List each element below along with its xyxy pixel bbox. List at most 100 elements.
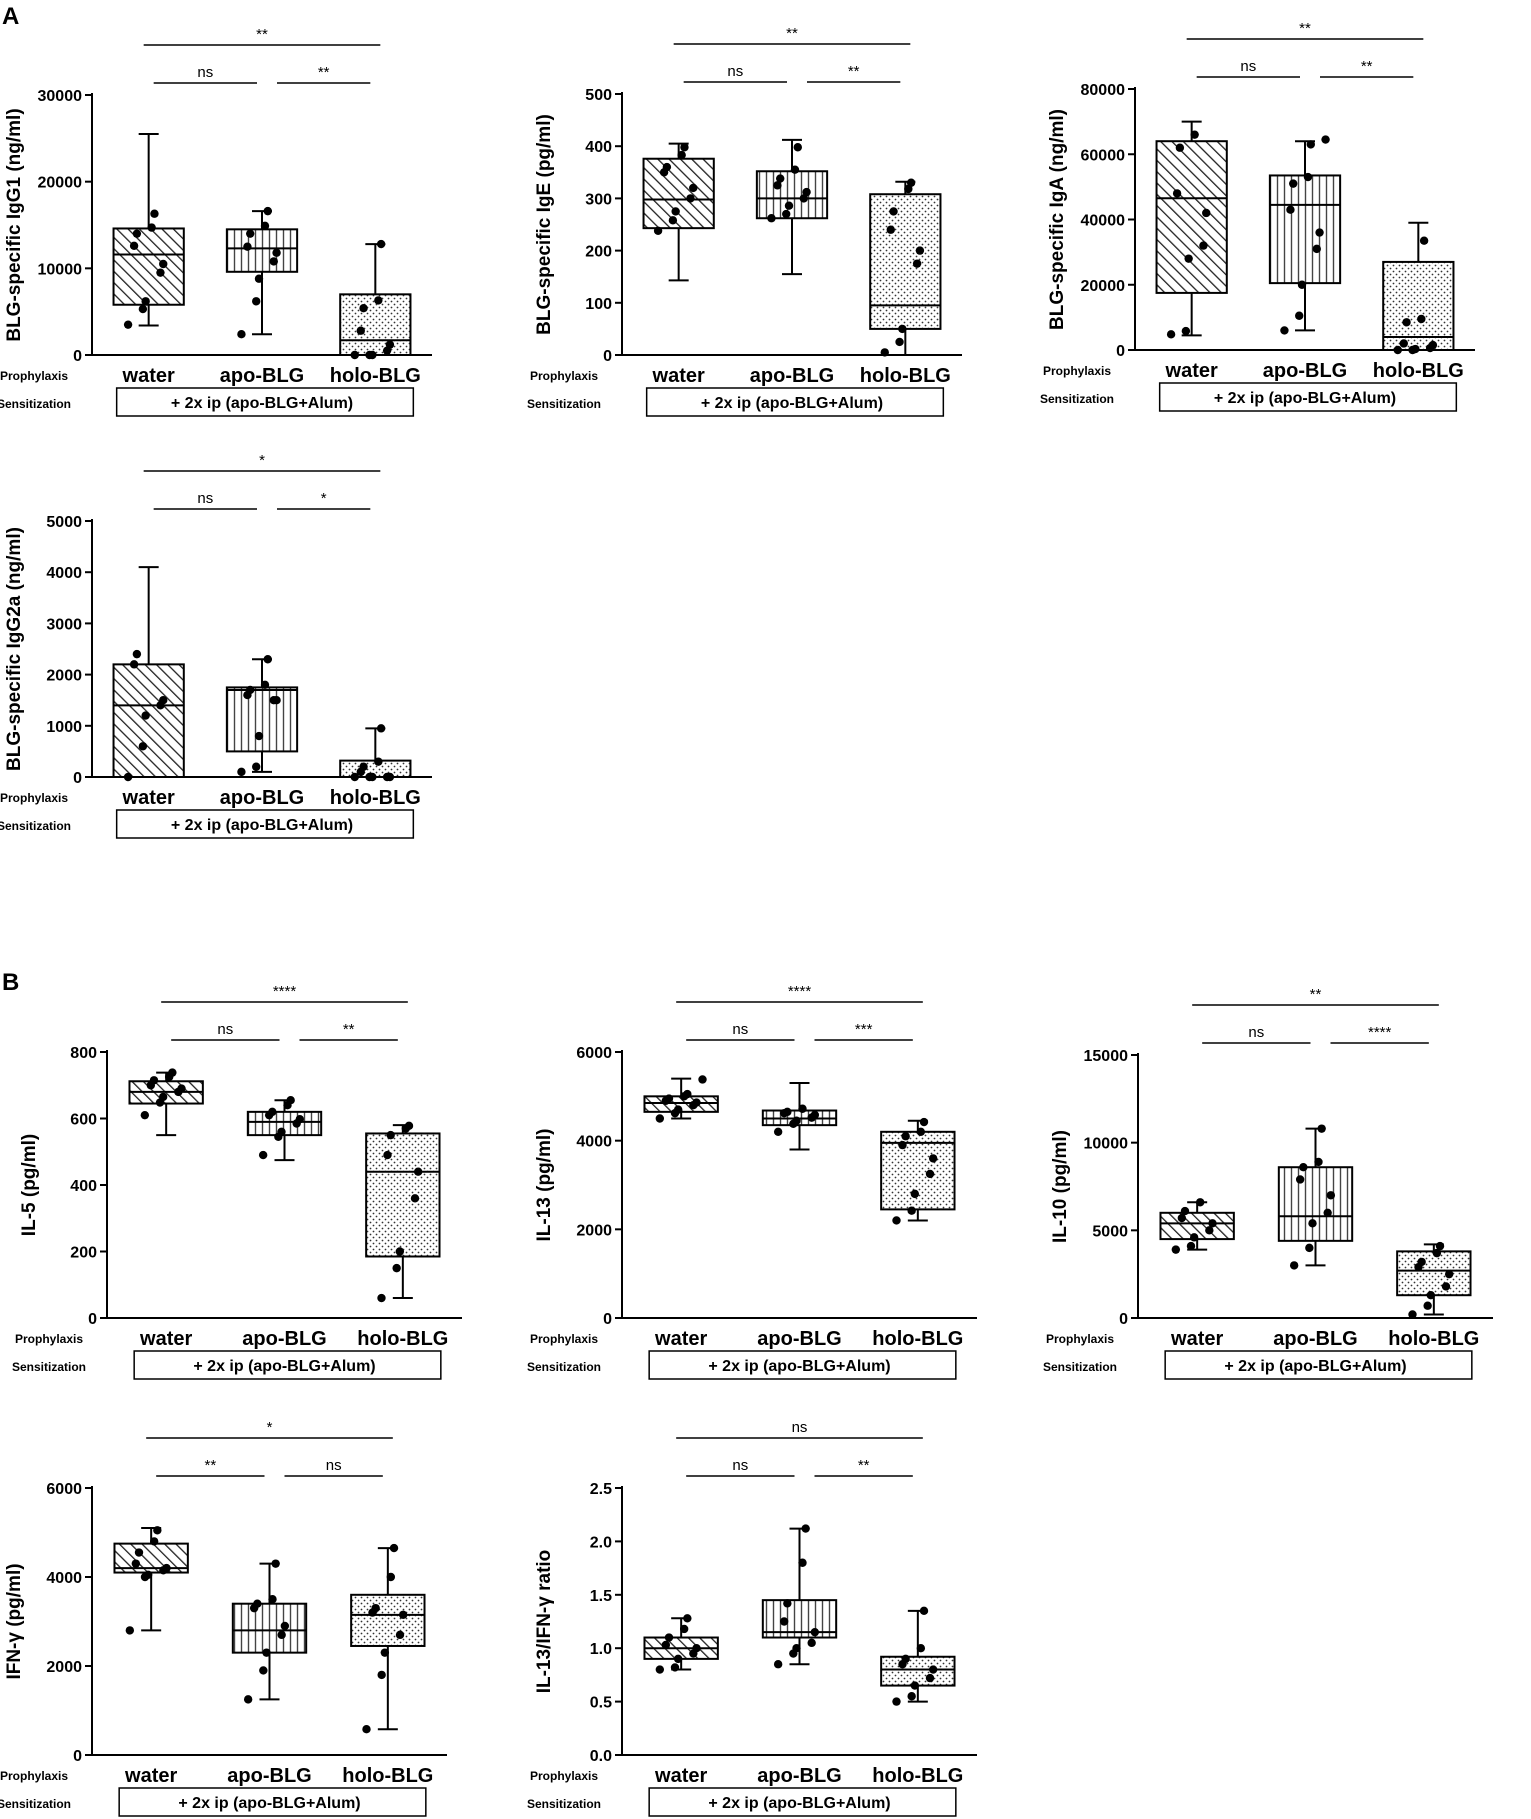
y-tick-label: 6000: [576, 1045, 612, 1062]
significance-label: ns: [217, 1021, 233, 1038]
chart-ratio: 0.0 0.5 1.0 1.5 2.0 2.5 IL-13/IFN-γ ratio ns ns *…: [527, 1419, 977, 1817]
data-point: [1202, 208, 1211, 218]
sensitization-box: [1164, 1350, 1473, 1380]
data-point: [1326, 1191, 1336, 1200]
data-point: [371, 1603, 380, 1613]
data-point: [1435, 1241, 1445, 1251]
x-tick-label: holo-BLG: [1373, 360, 1464, 382]
data-point: [252, 762, 261, 771]
x-tick-label: water: [652, 365, 705, 387]
box-iqr: [231, 1602, 308, 1654]
y-tick-label: 2000: [46, 668, 82, 685]
data-point: [1444, 1269, 1454, 1279]
data-point: [1205, 1226, 1214, 1235]
significance-label: ns: [197, 490, 213, 507]
y-tick-label: 1.5: [590, 1588, 612, 1605]
data-point: [383, 1150, 392, 1160]
data-point: [1321, 135, 1330, 144]
data-point: [692, 1098, 701, 1107]
data-point: [129, 241, 139, 250]
data-point: [1180, 1206, 1190, 1216]
data-point: [776, 174, 785, 183]
data-point: [177, 1084, 186, 1093]
y-axis-label: IL-10 (pg/ml): [1050, 1130, 1071, 1243]
box-water: [113, 1526, 189, 1635]
significance-label: **: [343, 1021, 355, 1038]
data-point: [910, 1681, 920, 1690]
y-tick-label: 2000: [576, 1222, 612, 1239]
data-point: [1295, 1175, 1305, 1184]
data-point: [1190, 130, 1199, 139]
prophylaxis-label: Prophylaxis: [0, 369, 68, 383]
data-point: [377, 1670, 386, 1680]
data-point: [799, 194, 808, 203]
x-tick-label: apo-BLG: [1263, 360, 1347, 382]
sensitization-label: Sensitization: [527, 397, 601, 411]
y-tick-label: 15000: [1084, 1048, 1129, 1065]
data-point: [886, 225, 895, 234]
x-tick-label: water: [1165, 360, 1218, 382]
y-tick-label: 10000: [38, 261, 83, 278]
data-point: [906, 178, 916, 187]
box-iqr: [642, 157, 715, 230]
x-tick-label: water: [1170, 1328, 1223, 1350]
box-iqr: [365, 1132, 441, 1258]
data-point: [263, 655, 272, 664]
prophylaxis-label: Prophylaxis: [1046, 1332, 1114, 1346]
chart-il10: 0 5000 10000 15000 IL-10 (pg/ml) ** ns **** Prop…: [1043, 986, 1493, 1380]
x-tick-label: apo-BLG: [1273, 1328, 1357, 1350]
data-point: [295, 1114, 305, 1124]
y-tick-label: 0: [603, 348, 612, 365]
data-point: [901, 1132, 910, 1141]
x-tick-label: holo-BLG: [330, 365, 421, 387]
data-point: [907, 1206, 916, 1215]
y-axis-label: IL-13 (pg/ml): [534, 1129, 555, 1242]
y-tick-label: 0: [603, 1311, 612, 1328]
data-point: [246, 229, 255, 238]
sensitization-text: + 2x ip (apo-BLG+Alum): [708, 1358, 890, 1375]
data-point: [410, 1194, 420, 1203]
data-point: [677, 150, 686, 160]
box-holo-BLG: [339, 239, 412, 360]
data-point: [916, 1127, 926, 1137]
significance-label: **: [318, 64, 330, 81]
data-point: [680, 143, 689, 152]
data-point: [1303, 172, 1313, 182]
y-tick-label: 1.0: [590, 1641, 612, 1658]
x-tick-label: water: [124, 1765, 177, 1787]
data-point: [131, 1559, 141, 1568]
data-point: [898, 324, 907, 334]
y-tick-label: 4000: [46, 1570, 82, 1587]
data-point: [686, 194, 695, 203]
x-tick-label: apo-BLG: [750, 365, 834, 387]
data-point: [377, 1293, 386, 1303]
data-point: [260, 221, 270, 231]
box-iqr: [880, 1655, 956, 1687]
box-holo-BLG: [880, 1117, 956, 1225]
data-point: [138, 304, 148, 314]
data-point: [1317, 1124, 1326, 1133]
data-point: [243, 1695, 253, 1704]
data-point: [689, 183, 698, 193]
data-point: [1181, 326, 1191, 336]
data-point: [1186, 1241, 1196, 1251]
significance-label: **: [1310, 986, 1322, 1003]
data-point: [404, 1121, 414, 1131]
y-tick-label: 5000: [46, 514, 82, 531]
sensitization-text: + 2x ip (apo-BLG+Alum): [1214, 390, 1396, 407]
panel-label-b: B: [2, 969, 19, 996]
y-tick-label: 5000: [1092, 1223, 1128, 1240]
data-point: [910, 1189, 920, 1199]
data-point: [1393, 345, 1402, 355]
sensitization-label: Sensitization: [1040, 392, 1114, 406]
x-tick-label: water: [654, 1328, 707, 1350]
data-point: [246, 685, 255, 695]
x-tick-label: apo-BLG: [757, 1328, 841, 1350]
box-iqr: [755, 170, 829, 220]
data-point: [1417, 1257, 1426, 1267]
data-point: [668, 216, 678, 225]
data-point: [889, 207, 898, 216]
box-apo-BLG: [231, 1559, 308, 1704]
y-tick-label: 0.5: [590, 1695, 612, 1712]
